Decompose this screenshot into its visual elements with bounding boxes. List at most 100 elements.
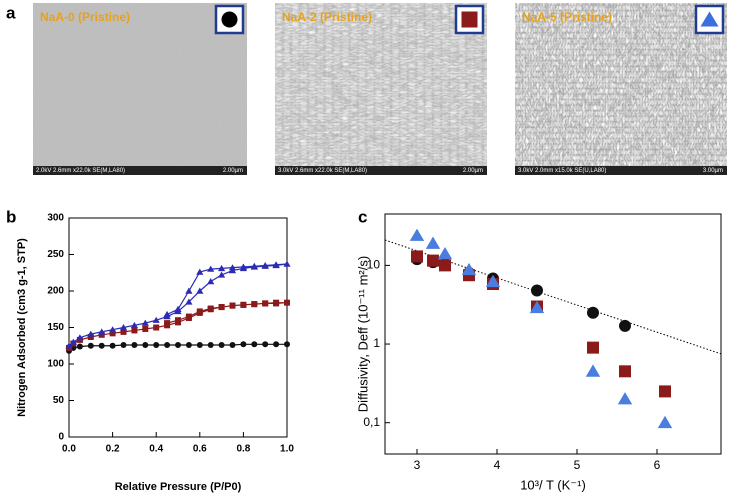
- image-label: NaA-0 (Pristine): [40, 10, 130, 24]
- y-tick-label: 0,1: [363, 415, 380, 429]
- panel-letter: c: [358, 207, 367, 226]
- marker: [272, 261, 280, 268]
- marker: [207, 265, 215, 272]
- marker: [229, 342, 236, 349]
- marker: [617, 392, 633, 405]
- x-tick-label: 0.0: [62, 444, 76, 455]
- marker: [587, 306, 599, 319]
- marker: [261, 262, 269, 269]
- marker: [185, 342, 192, 349]
- image-scale: 3.00µm: [703, 168, 723, 174]
- marker: [461, 262, 477, 276]
- x-tick-label: 3: [414, 458, 421, 472]
- marker: [240, 341, 247, 348]
- marker: [585, 364, 601, 377]
- marker: [409, 228, 425, 241]
- marker: [437, 246, 453, 260]
- image-texture: [33, 3, 247, 175]
- marker: [87, 342, 94, 349]
- image-label: NaA-2 (Pristine): [282, 10, 372, 24]
- x-tick-label: 0.8: [236, 444, 250, 455]
- charts: 0.0 0.2 0.4 0.6 0.8 1.0 0 50 100 150 200 250 300 Rela…: [16, 213, 722, 493]
- marker: [164, 320, 171, 327]
- image-scale: 2.00µm: [223, 168, 243, 174]
- x-axis-label: 10³/ T (K⁻¹): [520, 477, 586, 492]
- y-tick-label: 300: [47, 213, 64, 224]
- marker: [228, 264, 237, 271]
- marker: [185, 298, 193, 305]
- marker: [163, 310, 171, 318]
- marker: [141, 319, 149, 326]
- x-tick-label: 1.0: [280, 444, 294, 455]
- x-axis-label: Relative Pressure (P/P0): [115, 481, 242, 493]
- plot-frame: [384, 213, 722, 455]
- marker: [531, 284, 543, 297]
- y-tick-label: 1: [373, 336, 380, 350]
- marker: [87, 330, 95, 337]
- image-info: 3.0kV 2.0mm x15.0k SE(U,LA80): [518, 168, 606, 174]
- marker: [164, 342, 171, 349]
- marker: [130, 321, 138, 329]
- marker: [185, 287, 193, 294]
- marker: [283, 260, 291, 267]
- marker: [529, 300, 545, 314]
- marker: [262, 341, 269, 348]
- marker: [87, 333, 94, 340]
- marker: [152, 316, 160, 323]
- marker: [273, 299, 280, 306]
- marker: [251, 301, 258, 308]
- marker: [284, 299, 290, 306]
- info-bar: [275, 166, 487, 175]
- image-info: 3.0kV 2.6mm x22.0k SE(M,LA80): [278, 168, 367, 174]
- series-line: [68, 343, 287, 352]
- image-scale: 2.00µm: [463, 168, 483, 174]
- marker: [196, 342, 203, 349]
- marker: [619, 365, 631, 378]
- marker: [218, 304, 225, 311]
- marker: [131, 327, 138, 334]
- marker: [153, 342, 160, 349]
- marker: [109, 342, 116, 349]
- marker: [98, 328, 106, 335]
- y-tick-label: 50: [53, 395, 65, 406]
- info-bar: [515, 166, 727, 175]
- y-tick-label: 0: [58, 432, 64, 443]
- y-tick-label: 100: [47, 359, 64, 370]
- marker: [229, 302, 236, 309]
- y-axis-label: Diffusivity, Deff (10⁻¹¹ m²/s): [355, 256, 370, 412]
- marker: [76, 343, 83, 350]
- marker: [119, 324, 128, 331]
- sem-images: NaA-0 (Pristine) 2.0kV 2.6mm x22.0k SE(M,…: [33, 3, 727, 175]
- marker: [175, 317, 181, 324]
- marker: [207, 342, 214, 349]
- marker: [207, 278, 215, 285]
- marker: [120, 342, 127, 349]
- marker: [76, 334, 84, 341]
- panel-letter: a: [6, 3, 16, 22]
- marker: [659, 385, 671, 398]
- marker: [142, 325, 149, 332]
- marker: [439, 259, 451, 272]
- x-tick-label: 0.6: [193, 444, 207, 455]
- sem-image: NaA-5 (Pristine) 3.0kV 2.0mm x15.0k SE(U,…: [515, 3, 727, 175]
- marker: [284, 341, 290, 348]
- marker: [485, 274, 501, 288]
- marker: [273, 341, 280, 348]
- y-tick-label: 250: [47, 249, 64, 260]
- image-label: NaA-5 (Pristine): [522, 10, 612, 24]
- chart: 0.0 0.2 0.4 0.6 0.8 1.0 0 50 100 150 200 250 300 Rela…: [16, 213, 294, 493]
- x-tick-label: 0.4: [149, 444, 163, 455]
- image-icon: [221, 11, 238, 28]
- marker: [240, 301, 247, 308]
- x-tick-label: 6: [654, 458, 661, 472]
- marker: [153, 324, 160, 331]
- marker: [109, 330, 116, 337]
- marker: [262, 300, 269, 307]
- y-tick-label: 150: [47, 322, 64, 333]
- sem-image: NaA-2 (Pristine) 3.0kV 2.6mm x22.0k SE(M,…: [275, 3, 487, 175]
- x-tick-label: 4: [494, 458, 501, 472]
- image-texture: [515, 3, 727, 175]
- marker: [239, 263, 247, 270]
- marker: [251, 341, 258, 348]
- marker: [120, 328, 127, 335]
